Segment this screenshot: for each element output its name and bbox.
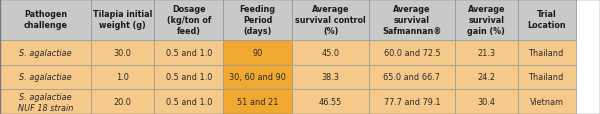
Text: Average
survival
Safmannan®: Average survival Safmannan® (382, 5, 442, 36)
Text: 30.0: 30.0 (114, 48, 131, 57)
Text: 51 and 21: 51 and 21 (237, 97, 278, 106)
Text: 0.5 and 1.0: 0.5 and 1.0 (166, 73, 212, 82)
Bar (455, 40, 518, 65)
Text: Thailand: Thailand (529, 48, 565, 57)
Text: 30.4: 30.4 (478, 97, 496, 106)
Text: 45.0: 45.0 (322, 48, 340, 57)
Text: Dosage
(kg/ton of
feed): Dosage (kg/ton of feed) (167, 5, 211, 36)
Bar (0, 65, 91, 89)
Bar (0, 89, 91, 114)
Bar (91, 0, 154, 40)
Bar (91, 65, 154, 89)
Text: 77.7 and 79.1: 77.7 and 79.1 (383, 97, 440, 106)
Text: Average
survival control
(%): Average survival control (%) (295, 5, 366, 36)
Bar (223, 89, 292, 114)
Text: Tilapia initial
weight (g): Tilapia initial weight (g) (93, 10, 152, 30)
Text: Trial
Location: Trial Location (527, 10, 566, 30)
Text: 30, 60 and 90: 30, 60 and 90 (229, 73, 286, 82)
Bar (154, 40, 223, 65)
Bar (292, 0, 369, 40)
Text: 60.0 and 72.5: 60.0 and 72.5 (383, 48, 440, 57)
Text: 38.3: 38.3 (322, 73, 340, 82)
Bar (369, 65, 455, 89)
Text: 1.0: 1.0 (116, 73, 129, 82)
Text: Average
survival
gain (%): Average survival gain (%) (467, 5, 505, 36)
Bar (455, 65, 518, 89)
Bar (369, 40, 455, 65)
Bar (518, 89, 576, 114)
Bar (518, 0, 576, 40)
Bar (154, 65, 223, 89)
Bar (455, 89, 518, 114)
Text: S. agalactiae: S. agalactiae (19, 48, 72, 57)
Bar (91, 89, 154, 114)
Bar (223, 0, 292, 40)
Bar (154, 89, 223, 114)
Text: 21.3: 21.3 (478, 48, 496, 57)
Text: 0.5 and 1.0: 0.5 and 1.0 (166, 48, 212, 57)
Text: S. agalactiae: S. agalactiae (19, 73, 72, 82)
Text: Pathogen
challenge: Pathogen challenge (23, 10, 68, 30)
Bar (154, 0, 223, 40)
Bar (223, 65, 292, 89)
Bar (369, 89, 455, 114)
Text: 46.55: 46.55 (319, 97, 342, 106)
Bar (0, 0, 91, 40)
Bar (292, 40, 369, 65)
Text: 24.2: 24.2 (478, 73, 496, 82)
Text: Feeding
Period
(days): Feeding Period (days) (240, 5, 276, 36)
Bar (518, 65, 576, 89)
Bar (369, 0, 455, 40)
Bar (455, 0, 518, 40)
Bar (91, 40, 154, 65)
Bar (292, 89, 369, 114)
Bar (518, 40, 576, 65)
Text: Vietnam: Vietnam (530, 97, 564, 106)
Bar (0, 40, 91, 65)
Text: S. agalactiae
NUF 18 strain: S. agalactiae NUF 18 strain (18, 92, 73, 112)
Text: 65.0 and 66.7: 65.0 and 66.7 (383, 73, 440, 82)
Text: 0.5 and 1.0: 0.5 and 1.0 (166, 97, 212, 106)
Text: 20.0: 20.0 (114, 97, 131, 106)
Text: 90: 90 (253, 48, 263, 57)
Text: Thailand: Thailand (529, 73, 565, 82)
Bar (223, 40, 292, 65)
Bar (292, 65, 369, 89)
